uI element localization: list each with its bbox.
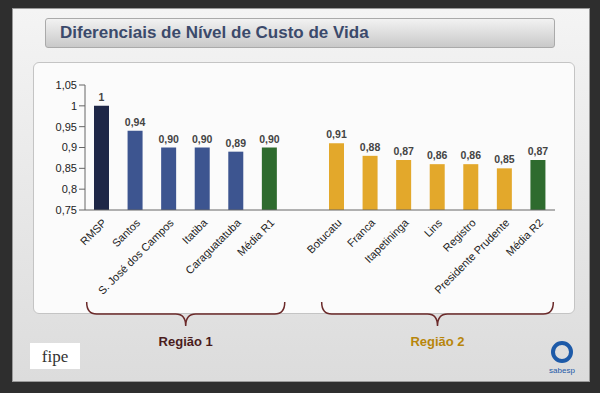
svg-text:Itapetininga: Itapetininga	[362, 216, 411, 265]
svg-text:0,85: 0,85	[56, 162, 77, 174]
svg-text:Itatiba: Itatiba	[180, 216, 210, 246]
svg-text:0,90: 0,90	[158, 133, 179, 145]
svg-text:Região 1: Região 1	[159, 334, 213, 349]
svg-text:0,87: 0,87	[528, 145, 549, 157]
svg-text:0,88: 0,88	[360, 141, 381, 153]
svg-text:0,89: 0,89	[226, 137, 247, 149]
svg-text:0,85: 0,85	[494, 153, 515, 165]
svg-text:0,87: 0,87	[393, 145, 414, 157]
svg-text:Média R1: Média R1	[235, 216, 277, 258]
svg-text:0,95: 0,95	[56, 121, 77, 133]
svg-text:0,94: 0,94	[125, 116, 146, 128]
svg-text:0,86: 0,86	[461, 149, 482, 161]
svg-text:0,90: 0,90	[259, 133, 280, 145]
svg-text:Botucatu: Botucatu	[305, 216, 344, 255]
svg-text:Santos: Santos	[110, 216, 143, 249]
svg-text:sabesp: sabesp	[549, 366, 575, 375]
svg-text:RMSP: RMSP	[78, 216, 109, 247]
svg-text:0,91: 0,91	[326, 128, 347, 140]
svg-text:Lins: Lins	[422, 216, 445, 239]
svg-text:S. José dos Campos: S. José dos Campos	[96, 216, 177, 297]
svg-text:0,90: 0,90	[192, 133, 213, 145]
svg-text:1: 1	[71, 100, 77, 112]
svg-text:0,75: 0,75	[56, 204, 77, 216]
svg-text:fipe: fipe	[42, 347, 68, 366]
svg-text:0,8: 0,8	[62, 183, 77, 195]
svg-text:1,05: 1,05	[56, 79, 77, 91]
svg-text:0,9: 0,9	[62, 141, 77, 153]
svg-text:Registro: Registro	[440, 216, 478, 254]
svg-text:0,86: 0,86	[427, 149, 448, 161]
svg-text:Franca: Franca	[345, 216, 378, 249]
svg-text:Região 2: Região 2	[410, 334, 464, 349]
svg-text:1: 1	[99, 91, 105, 103]
svg-text:Caraguatatuba: Caraguatatuba	[183, 216, 244, 277]
svg-text:Presidente Prudente: Presidente Prudente	[432, 216, 511, 295]
svg-text:Média R2: Média R2	[503, 216, 545, 258]
html-text:Diferenciais de Nível de Custo: Diferenciais de Nível de Custo de Vida	[60, 23, 369, 42]
